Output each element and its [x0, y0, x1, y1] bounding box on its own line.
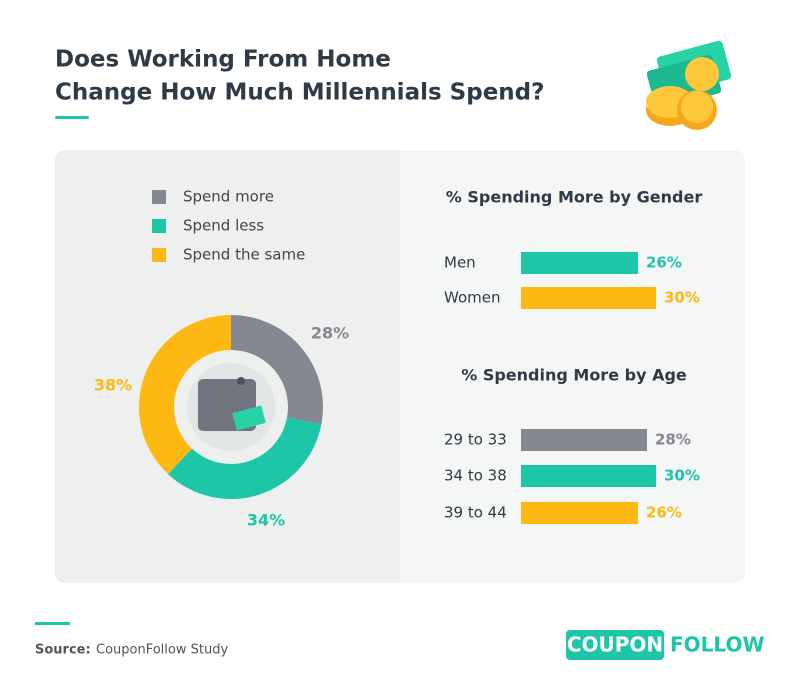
bar — [521, 502, 638, 524]
bar-chart-title: % Spending More by Gender — [446, 188, 703, 207]
source-label: Source: — [35, 643, 91, 658]
bar-category: Men — [444, 254, 476, 272]
bar — [521, 429, 647, 451]
bar — [521, 465, 656, 487]
wallet-clasp — [237, 377, 245, 385]
title-underline — [55, 116, 89, 119]
slice-label: 38% — [94, 376, 132, 395]
bar — [521, 287, 656, 309]
logo-text: FOLLOW — [670, 633, 765, 657]
bar-value-label: 26% — [646, 504, 682, 522]
bar-value-label: 30% — [664, 467, 700, 485]
donut-slice — [231, 315, 323, 425]
bar-category: 39 to 44 — [444, 504, 507, 522]
legend-label: Spend more — [183, 188, 274, 206]
legend-swatch — [152, 219, 166, 233]
legend-swatch — [152, 248, 166, 262]
coin — [685, 57, 719, 91]
logo-text: COUPON — [567, 633, 663, 657]
money-icon — [646, 40, 732, 130]
donut-slice — [168, 417, 322, 500]
bar — [521, 252, 638, 274]
coin — [681, 91, 713, 123]
bar-category: Women — [444, 289, 500, 307]
title-line: Change How Much Millennials Spend? — [55, 80, 544, 106]
bar-category: 34 to 38 — [444, 467, 507, 485]
slice-label: 34% — [247, 511, 285, 530]
source-rule — [35, 622, 70, 625]
source-text: CouponFollow Study — [96, 643, 228, 658]
logo-box — [566, 630, 664, 660]
bar-value-label: 26% — [646, 254, 682, 272]
legend-swatch — [152, 190, 166, 204]
legend-label: Spend the same — [183, 246, 305, 264]
bar-value-label: 28% — [655, 431, 691, 449]
wallet-icon — [187, 363, 275, 451]
donut-slice — [138, 315, 231, 475]
legend-label: Spend less — [183, 217, 264, 235]
bar-chart-title: % Spending More by Age — [461, 366, 687, 385]
slice-label: 28% — [311, 324, 349, 343]
wallet-bill — [232, 405, 266, 431]
bar-category: 29 to 33 — [444, 431, 507, 449]
title-line: Does Working From Home — [55, 47, 391, 73]
bar-value-label: 30% — [664, 289, 700, 307]
